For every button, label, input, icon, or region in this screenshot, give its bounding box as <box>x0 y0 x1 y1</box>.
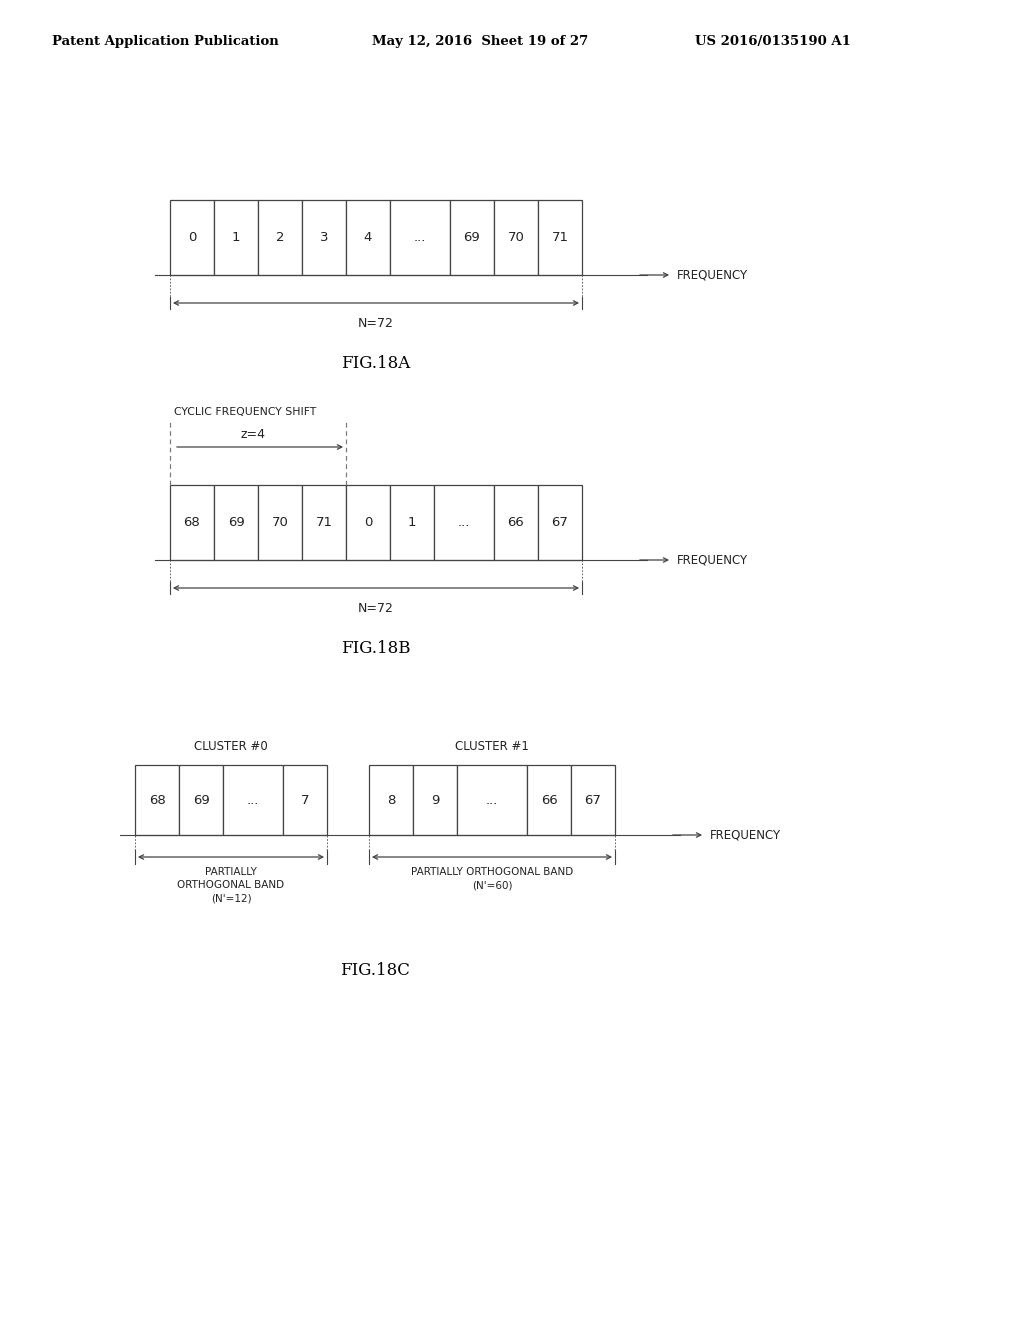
Bar <box>369 766 413 836</box>
Text: 8: 8 <box>387 793 395 807</box>
Text: US 2016/0135190 A1: US 2016/0135190 A1 <box>695 36 851 49</box>
Bar <box>390 201 450 275</box>
Bar <box>258 484 302 560</box>
Text: 70: 70 <box>271 516 289 529</box>
Text: 70: 70 <box>508 231 524 244</box>
Bar <box>302 201 346 275</box>
Text: 69: 69 <box>193 793 209 807</box>
Bar <box>170 484 214 560</box>
Text: FREQUENCY: FREQUENCY <box>677 553 749 566</box>
Text: ...: ... <box>414 231 426 244</box>
Text: PARTIALLY ORTHOGONAL BAND
(N'=60): PARTIALLY ORTHOGONAL BAND (N'=60) <box>411 867 573 890</box>
Text: 4: 4 <box>364 231 372 244</box>
Text: FREQUENCY: FREQUENCY <box>710 829 781 842</box>
Text: 67: 67 <box>552 516 568 529</box>
Text: Patent Application Publication: Patent Application Publication <box>52 36 279 49</box>
Bar <box>346 484 390 560</box>
Bar <box>346 201 390 275</box>
Text: 71: 71 <box>552 231 568 244</box>
Text: N=72: N=72 <box>358 602 394 615</box>
Text: 69: 69 <box>464 231 480 244</box>
Text: 1: 1 <box>231 231 241 244</box>
Bar <box>135 766 179 836</box>
Bar <box>170 201 214 275</box>
Bar <box>494 484 538 560</box>
Text: PARTIALLY
ORTHOGONAL BAND
(N'=12): PARTIALLY ORTHOGONAL BAND (N'=12) <box>177 867 285 903</box>
Text: 67: 67 <box>585 793 601 807</box>
Bar <box>450 201 494 275</box>
Text: 9: 9 <box>431 793 439 807</box>
Bar <box>258 201 302 275</box>
Bar <box>179 766 223 836</box>
Text: 69: 69 <box>227 516 245 529</box>
Text: CLUSTER #1: CLUSTER #1 <box>455 741 529 752</box>
Text: 71: 71 <box>315 516 333 529</box>
Text: z=4: z=4 <box>241 428 265 441</box>
Text: 0: 0 <box>364 516 372 529</box>
Text: N=72: N=72 <box>358 317 394 330</box>
Text: FIG.18A: FIG.18A <box>341 355 411 372</box>
Bar <box>223 766 283 836</box>
Text: 68: 68 <box>148 793 165 807</box>
Text: ...: ... <box>485 793 499 807</box>
Text: 1: 1 <box>408 516 416 529</box>
Text: 66: 66 <box>508 516 524 529</box>
Text: CYCLIC FREQUENCY SHIFT: CYCLIC FREQUENCY SHIFT <box>174 407 316 417</box>
Text: ...: ... <box>458 516 470 529</box>
Text: 68: 68 <box>183 516 201 529</box>
Text: 0: 0 <box>187 231 197 244</box>
Bar <box>457 766 527 836</box>
Text: FREQUENCY: FREQUENCY <box>677 268 749 281</box>
Bar <box>413 766 457 836</box>
Text: 2: 2 <box>275 231 285 244</box>
Text: FIG.18B: FIG.18B <box>341 640 411 657</box>
Bar <box>538 484 582 560</box>
Text: CLUSTER #0: CLUSTER #0 <box>195 741 268 752</box>
Text: ...: ... <box>247 793 259 807</box>
Bar <box>302 484 346 560</box>
Bar <box>214 201 258 275</box>
Bar <box>527 766 571 836</box>
Text: 66: 66 <box>541 793 557 807</box>
Text: FIG.18C: FIG.18C <box>340 962 410 979</box>
Bar <box>390 484 434 560</box>
Text: 3: 3 <box>319 231 329 244</box>
Text: 7: 7 <box>301 793 309 807</box>
Bar <box>434 484 494 560</box>
Bar <box>538 201 582 275</box>
Bar <box>494 201 538 275</box>
Text: May 12, 2016  Sheet 19 of 27: May 12, 2016 Sheet 19 of 27 <box>372 36 588 49</box>
Bar <box>283 766 327 836</box>
Bar <box>571 766 615 836</box>
Bar <box>214 484 258 560</box>
